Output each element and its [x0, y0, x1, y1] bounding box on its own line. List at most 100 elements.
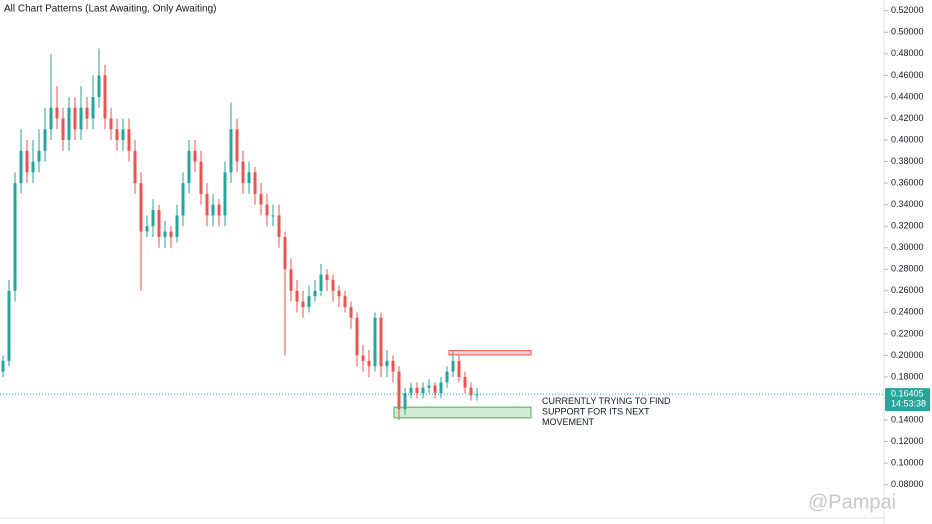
y-tick-label: 0.46000: [891, 70, 924, 80]
candle-body: [331, 280, 335, 291]
candle-body: [397, 371, 401, 410]
y-tick-label: 0.48000: [891, 48, 924, 58]
y-tick-label: 0.52000: [891, 5, 924, 15]
candle-body: [433, 385, 437, 394]
candle-body: [181, 183, 185, 216]
candle-body: [7, 290, 11, 361]
y-tick-label: 0.20000: [891, 350, 924, 360]
candle-body: [163, 231, 167, 237]
y-tick-label: 0.42000: [891, 113, 924, 123]
y-tick-label: 0.22000: [891, 328, 924, 338]
candle-body: [25, 150, 29, 173]
y-tick-label: 0.36000: [891, 177, 924, 187]
candle-body: [325, 274, 329, 281]
candle-body: [139, 183, 143, 232]
candle-body: [127, 129, 131, 151]
candle-body: [385, 360, 389, 367]
current-price-badge: [885, 388, 930, 412]
candle-body: [265, 204, 269, 216]
candle-body: [301, 301, 305, 307]
candle-body: [31, 161, 35, 173]
candle-body: [61, 118, 65, 141]
y-tick-label: 0.50000: [891, 27, 924, 37]
candle-body: [463, 376, 467, 388]
candle-body: [67, 107, 71, 141]
candle-body: [187, 150, 191, 184]
candle-body: [229, 129, 233, 173]
candle-body: [205, 193, 209, 216]
y-tick-label: 0.38000: [891, 156, 924, 166]
support-zone: [393, 406, 532, 419]
candle-body: [133, 150, 137, 184]
y-tick-label: 0.30000: [891, 242, 924, 252]
y-tick-label: 0.44000: [891, 91, 924, 101]
y-tick-label: 0.34000: [891, 199, 924, 209]
candle-body: [103, 75, 107, 119]
candle-body: [235, 129, 239, 162]
candle-body: [247, 172, 251, 184]
candle-body: [427, 385, 431, 388]
y-tick-label: 0.14000: [891, 414, 924, 424]
candle-body: [151, 210, 155, 227]
candle-body: [223, 172, 227, 216]
candle-body: [349, 306, 353, 318]
candle-body: [259, 193, 263, 205]
candle-body: [283, 236, 287, 270]
candle-body: [85, 107, 89, 119]
candle-body: [367, 360, 371, 367]
y-tick-label: 0.26000: [891, 285, 924, 295]
candle-body: [115, 129, 119, 141]
candle-body: [415, 387, 419, 394]
candle-body: [253, 172, 257, 194]
candle-body: [97, 75, 101, 97]
current-price-label: 0.16405: [891, 389, 924, 399]
candle-body: [175, 215, 179, 237]
candle-body: [439, 382, 443, 394]
indicator-label: All Chart Patterns (Last Awaiting, Only …: [4, 4, 217, 15]
candle-body: [469, 387, 473, 396]
candle-body: [475, 394, 479, 396]
candle-body: [211, 204, 215, 216]
candle-body: [373, 317, 377, 367]
candle-body: [277, 215, 281, 237]
candle-body: [409, 387, 413, 394]
candle-body: [307, 296, 311, 307]
candle-body: [217, 204, 221, 216]
candle-body: [157, 210, 161, 237]
candle-body: [199, 161, 203, 194]
candle-body: [319, 274, 323, 291]
y-tick-label: 0.40000: [891, 134, 924, 144]
candle-body: [13, 183, 17, 291]
y-tick-label: 0.24000: [891, 307, 924, 317]
candle-body: [241, 161, 245, 184]
candle-body: [43, 129, 47, 151]
y-tick-label: 0.12000: [891, 436, 924, 446]
candle-body: [121, 129, 125, 141]
y-tick-label: 0.28000: [891, 264, 924, 274]
candle-body: [145, 226, 149, 232]
candle-body: [457, 360, 461, 377]
countdown-label: 14:53:38: [891, 399, 926, 409]
candle-body: [355, 317, 359, 356]
y-tick-label: 0.10000: [891, 458, 924, 468]
candle-body: [445, 371, 449, 383]
candle-body: [1, 360, 5, 372]
candle-body: [73, 107, 77, 130]
candle-body: [193, 150, 197, 162]
candle-body: [295, 290, 299, 302]
candle-body: [91, 96, 95, 119]
candle-body: [55, 107, 59, 119]
y-tick-label: 0.32000: [891, 221, 924, 231]
candle-body: [451, 360, 455, 372]
candle-body: [289, 269, 293, 291]
candle-body: [37, 150, 41, 162]
candle-body: [403, 393, 407, 410]
watermark: @Pampai: [808, 491, 896, 513]
resistance-zone: [448, 350, 532, 356]
candle-body: [313, 290, 317, 297]
candle-body: [343, 296, 347, 307]
candle-body: [391, 360, 395, 372]
candle-body: [109, 118, 113, 130]
